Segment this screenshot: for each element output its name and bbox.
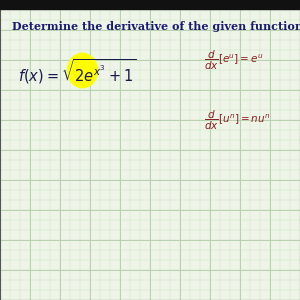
Text: Determine the derivative of the given function: Determine the derivative of the given fu… <box>12 22 300 32</box>
Bar <box>0 0 300 9</box>
Ellipse shape <box>68 53 98 88</box>
Text: $\dfrac{d}{dx}[e^u] = e^u$: $\dfrac{d}{dx}[e^u] = e^u$ <box>204 48 264 72</box>
Text: $\dfrac{d}{dx}[u^n] = nu^n$: $\dfrac{d}{dx}[u^n] = nu^n$ <box>204 108 271 132</box>
Text: $f(x) = \sqrt{2e^{x^3}+1}$: $f(x) = \sqrt{2e^{x^3}+1}$ <box>18 58 136 86</box>
